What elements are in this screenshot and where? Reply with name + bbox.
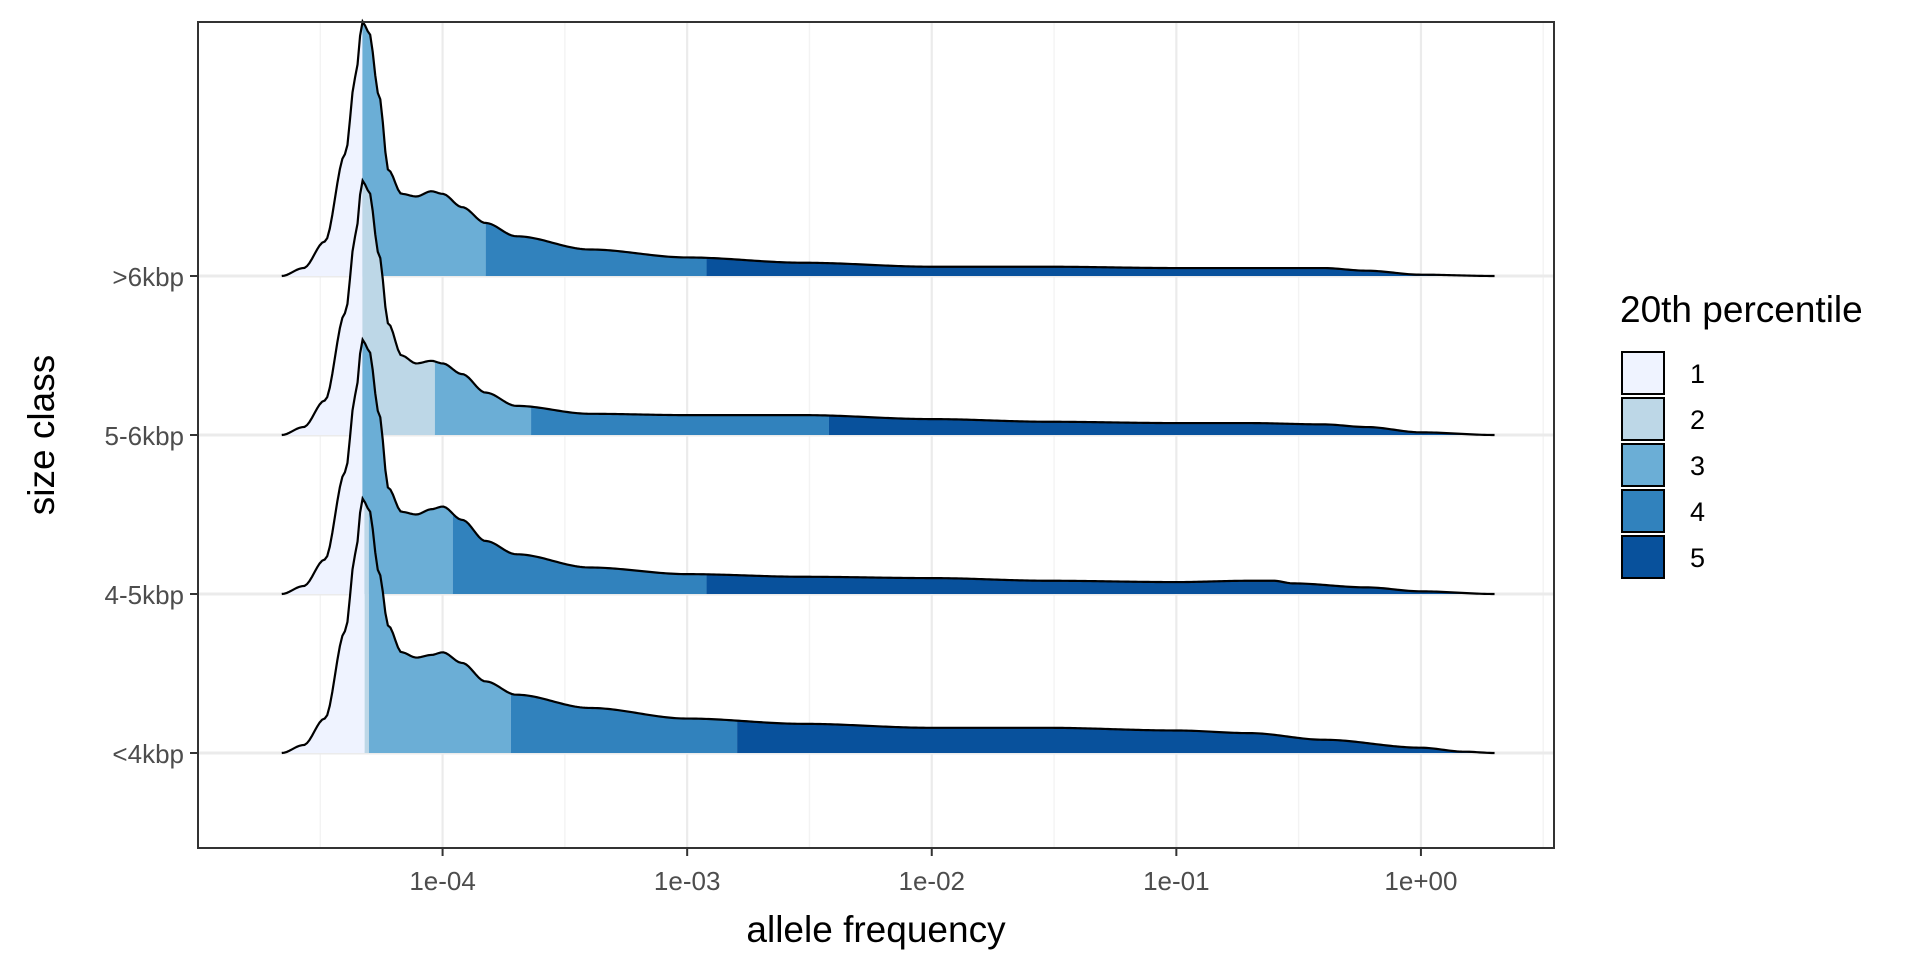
density-outline: [281, 495, 1495, 755]
x-axis-title: allele frequency: [746, 909, 1006, 950]
y-tick-label: 4-5kbp: [105, 580, 185, 610]
density-outline: [281, 18, 1495, 278]
ridge-4-5kbp: [281, 336, 1495, 596]
legend-swatch-5: [1621, 535, 1665, 579]
legend-swatch-2: [1621, 397, 1665, 441]
quintile-band-1: [281, 339, 363, 594]
legend-label-4: 4: [1690, 497, 1705, 527]
y-tick-label: >6kbp: [112, 262, 184, 292]
density-outline: [281, 336, 1495, 596]
density-ridges: [281, 18, 1495, 755]
legend-label-3: 3: [1690, 451, 1705, 481]
y-tick-label: <4kbp: [112, 739, 184, 769]
x-tick-label: 1e-03: [654, 866, 721, 896]
legend-swatch-3: [1621, 443, 1665, 487]
density-outline: [281, 177, 1495, 437]
x-tick-label: 1e-04: [409, 866, 476, 896]
legend-swatch-1: [1621, 351, 1665, 395]
y-tick-label: 5-6kbp: [105, 421, 185, 451]
quintile-band-4: [452, 513, 707, 594]
x-axis: 1e-04 1e-03 1e-02 1e-01 1e+00: [409, 848, 1457, 896]
quintile-band-3: [434, 361, 532, 435]
legend-label-5: 5: [1690, 543, 1705, 573]
legend-label-2: 2: [1690, 405, 1705, 435]
x-tick-label: 1e+00: [1384, 866, 1457, 896]
quintile-band-1: [281, 498, 365, 753]
legend-title: 20th percentile: [1620, 289, 1863, 330]
quintile-band-3: [362, 339, 453, 594]
y-axis: <4kbp 4-5kbp 5-6kbp >6kbp: [105, 262, 198, 769]
quintile-band-4: [531, 406, 829, 435]
ridge-5-6kbp: [281, 177, 1495, 437]
x-tick-label: 1e-01: [1143, 866, 1210, 896]
quintile-band-3: [362, 21, 486, 276]
x-tick-label: 1e-02: [899, 866, 966, 896]
quintile-band-2: [362, 180, 435, 435]
ridge->6kbp: [281, 18, 1495, 278]
quintile-band-4: [510, 693, 738, 753]
ridge-<4kbp: [281, 495, 1495, 755]
quintile-band-2: [364, 501, 369, 753]
quintile-band-1: [281, 180, 363, 435]
quintile-band-1: [281, 21, 363, 276]
legend-label-1: 1: [1690, 359, 1705, 389]
quintile-band-3: [368, 509, 511, 753]
y-axis-title: size class: [21, 355, 62, 515]
quintile-band-5: [706, 257, 1495, 276]
quintile-band-5: [828, 415, 1495, 435]
quintile-band-4: [485, 223, 707, 276]
quintile-band-5: [706, 574, 1495, 594]
legend: 20th percentile 1 2 3 4 5: [1620, 289, 1863, 579]
legend-swatch-4: [1621, 489, 1665, 533]
